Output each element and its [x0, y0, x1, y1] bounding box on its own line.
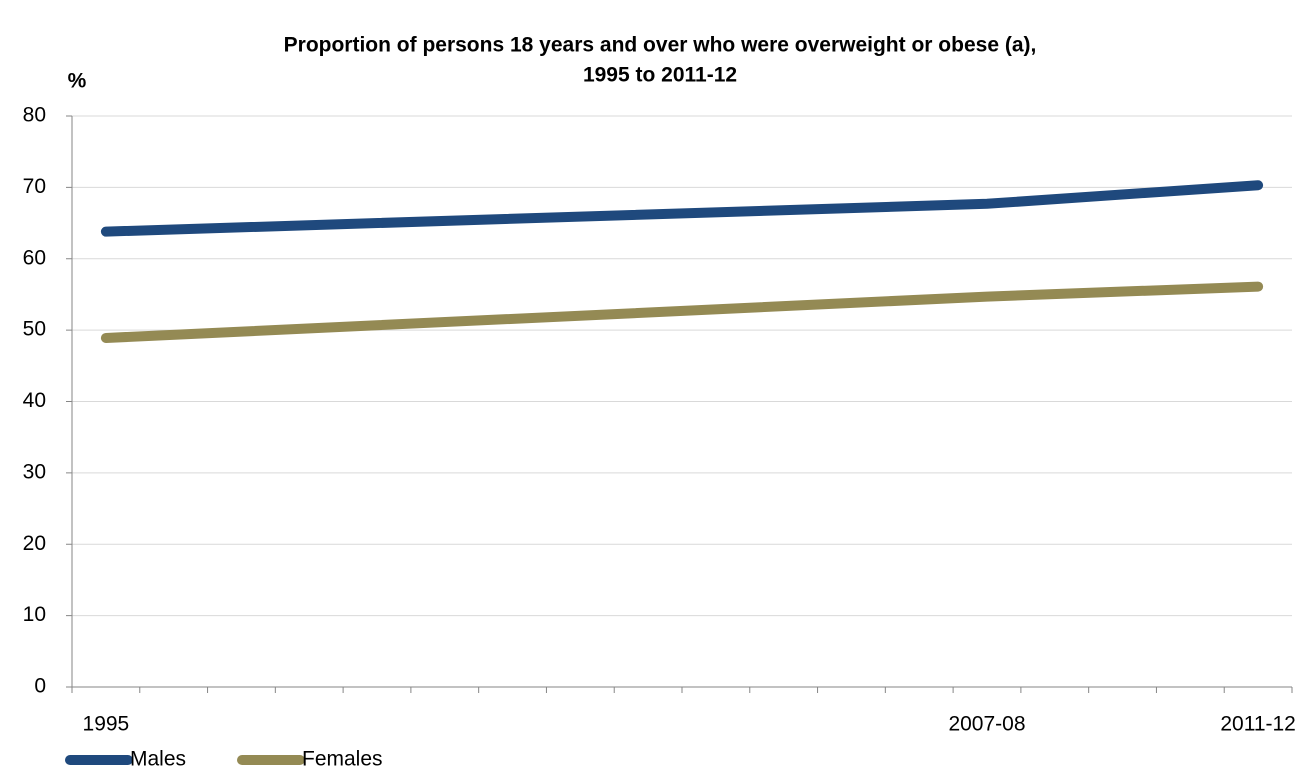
x-tick-label: 2007-08: [948, 713, 1025, 736]
y-tick-label: 60: [23, 246, 46, 269]
series-line: [100, 281, 1264, 343]
y-tick-label: 10: [23, 603, 46, 626]
y-tick-label: 70: [23, 175, 46, 198]
series-line: [100, 180, 1264, 237]
y-tick-label: 50: [23, 318, 46, 341]
legend-label: Females: [302, 748, 383, 769]
y-tick-label: 0: [34, 675, 46, 698]
y-tick-label: 80: [23, 104, 46, 127]
y-tick-label: 20: [23, 532, 46, 555]
x-tick-label: 1995: [83, 713, 130, 736]
y-axis-label: %: [68, 70, 87, 93]
y-tick-label: 30: [23, 460, 46, 483]
chart-title: Proportion of persons 18 years and over …: [284, 34, 1037, 57]
legend-label: Males: [130, 748, 186, 769]
y-tick-label: 40: [23, 389, 46, 412]
chart-title: 1995 to 2011-12: [583, 64, 737, 87]
x-tick-label: 2011-12: [1220, 713, 1296, 736]
